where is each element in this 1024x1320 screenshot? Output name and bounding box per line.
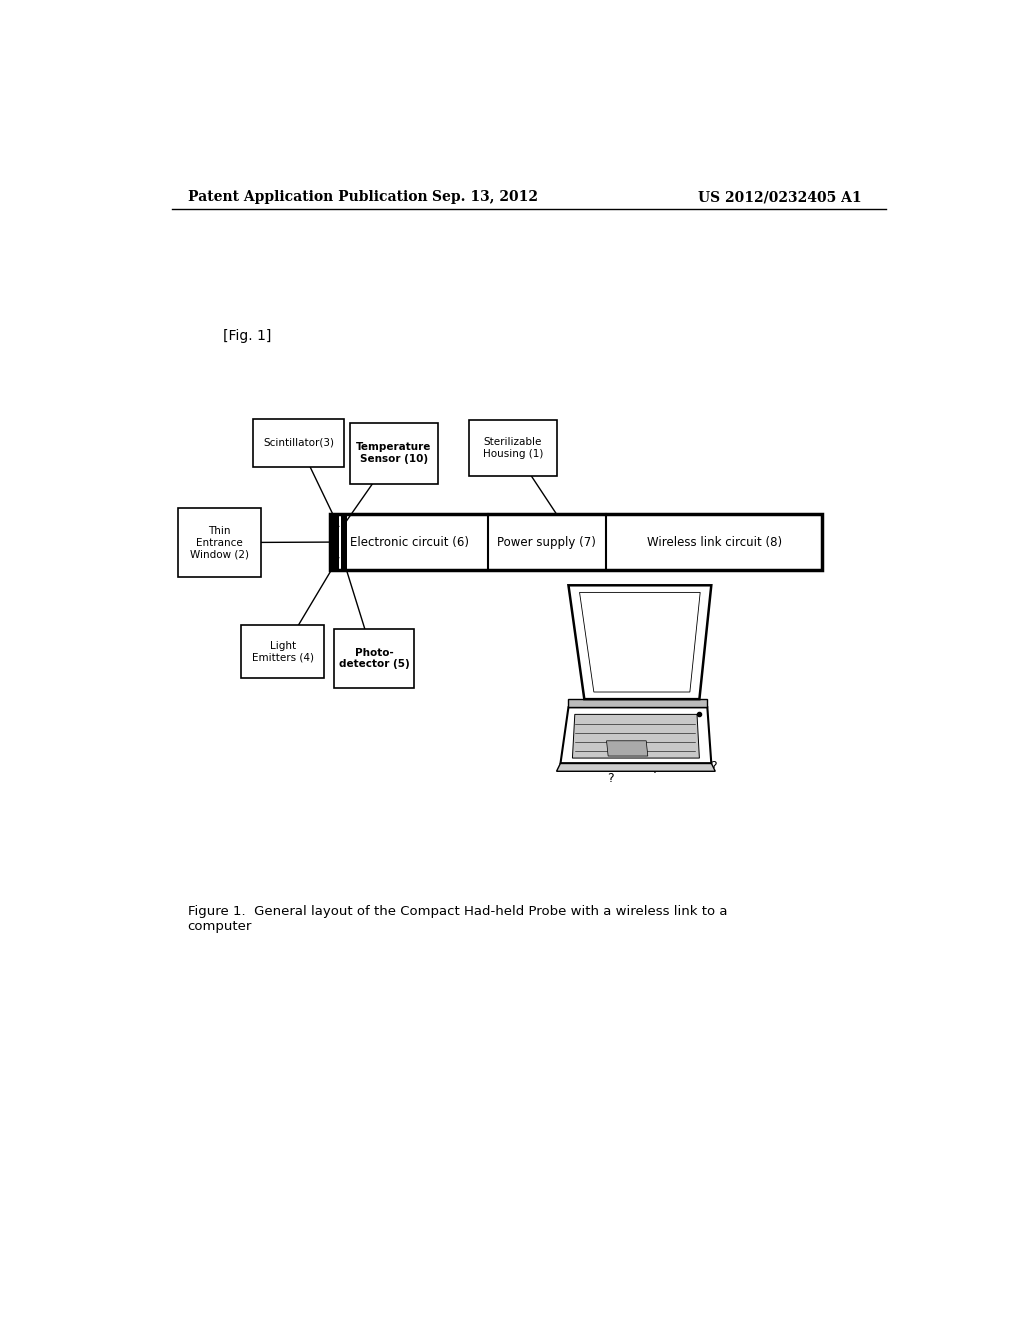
FancyBboxPatch shape	[177, 508, 261, 577]
Text: Sep. 13, 2012: Sep. 13, 2012	[432, 190, 539, 205]
FancyBboxPatch shape	[331, 515, 822, 570]
Text: Patent Application Publication: Patent Application Publication	[187, 190, 427, 205]
Polygon shape	[572, 714, 699, 758]
Text: Sterilizable
Housing (1): Sterilizable Housing (1)	[482, 437, 543, 459]
FancyBboxPatch shape	[334, 630, 414, 688]
Text: Electronic circuit (6): Electronic circuit (6)	[349, 536, 469, 549]
Text: ?: ?	[607, 772, 613, 785]
Text: Temperature
Sensor (10): Temperature Sensor (10)	[356, 442, 431, 463]
Polygon shape	[560, 708, 712, 763]
Text: Photo-
detector (5): Photo- detector (5)	[339, 648, 410, 669]
Polygon shape	[557, 763, 715, 771]
Text: Figure 1.  General layout of the Compact Had-held Probe with a wireless link to : Figure 1. General layout of the Compact …	[187, 906, 727, 933]
FancyBboxPatch shape	[350, 422, 437, 483]
Text: Scintillator(3): Scintillator(3)	[263, 438, 334, 447]
Text: Wireless link circuit (8): Wireless link circuit (8)	[646, 536, 781, 549]
Polygon shape	[580, 593, 700, 692]
Text: Power supply (7): Power supply (7)	[498, 536, 596, 549]
Polygon shape	[568, 700, 708, 708]
FancyBboxPatch shape	[331, 515, 339, 543]
FancyBboxPatch shape	[469, 420, 557, 477]
FancyBboxPatch shape	[241, 624, 325, 677]
Text: Light
Emitters (4): Light Emitters (4)	[252, 640, 313, 663]
FancyBboxPatch shape	[341, 515, 347, 570]
Text: US 2012/0232405 A1: US 2012/0232405 A1	[698, 190, 862, 205]
Text: [Fig. 1]: [Fig. 1]	[223, 329, 271, 343]
FancyBboxPatch shape	[253, 418, 344, 467]
FancyBboxPatch shape	[331, 543, 339, 570]
Polygon shape	[606, 741, 648, 756]
Polygon shape	[568, 585, 712, 700]
Text: ?: ?	[675, 747, 681, 759]
Text: Thin
Entrance
Window (2): Thin Entrance Window (2)	[189, 525, 249, 560]
Text: Personal?Computer?(9)?: Personal?Computer?(9)?	[566, 760, 719, 772]
